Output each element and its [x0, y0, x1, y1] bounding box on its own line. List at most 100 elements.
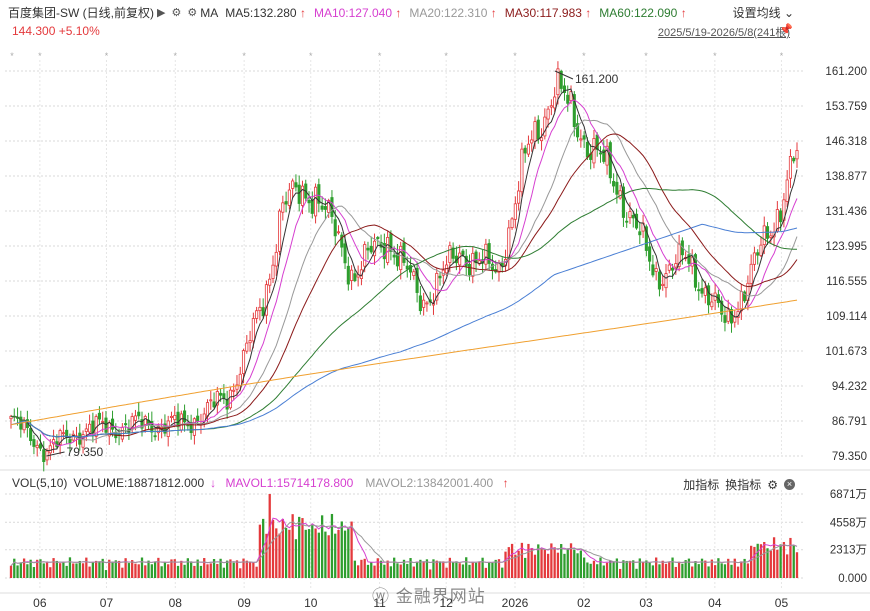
date-range[interactable]: 2025/5/19-2026/5/8(241根): [657, 27, 790, 39]
volume-bar: [379, 560, 383, 578]
ma-settings-button[interactable]: 设置均线 ⌄: [732, 6, 794, 20]
candle: [769, 235, 773, 238]
candle: [297, 184, 301, 204]
change-percent: +5.10%: [58, 24, 100, 38]
gear-icon[interactable]: ⚙: [171, 7, 182, 19]
pin-icon[interactable]: 📌: [779, 24, 793, 36]
volume-bar: [740, 561, 743, 578]
candle: [42, 449, 46, 463]
volume-bar: [789, 537, 792, 578]
volume-bar: [262, 518, 265, 578]
volume-bar: [704, 560, 707, 578]
gear-icon[interactable]: ⚙: [767, 477, 778, 492]
event-marker-icon: *: [242, 51, 246, 61]
candle: [205, 402, 210, 417]
volume-bar: [22, 558, 26, 578]
candle: [474, 251, 478, 264]
candle: [314, 186, 318, 217]
volume-bar: [592, 560, 596, 578]
candle: [156, 425, 160, 434]
price-tick-label: 116.555: [826, 276, 867, 288]
event-marker-icon: *: [105, 51, 109, 61]
ma10-value: MA10:127.040 ↑: [313, 5, 402, 20]
candle: [743, 291, 747, 302]
settings-icon[interactable]: ⚙: [187, 7, 198, 19]
add-indicator-button[interactable]: 加指标: [683, 478, 720, 492]
volume-bar: [366, 564, 370, 578]
candle: [258, 306, 262, 312]
switch-indicator-button[interactable]: 换指标: [725, 478, 762, 492]
volume-bar: [26, 564, 29, 578]
volume-bar: [501, 567, 504, 578]
candle: [602, 149, 606, 162]
volume-bar: [451, 562, 455, 578]
volume-bar: [353, 560, 357, 578]
volume-bar: [586, 562, 589, 578]
volume-bar: [596, 564, 599, 578]
volume-bar: [239, 568, 242, 578]
candle: [651, 264, 655, 276]
volume-bar: [360, 559, 363, 578]
candle: [739, 291, 743, 312]
volume-bar: [635, 568, 638, 578]
play-icon[interactable]: ▶: [157, 7, 166, 19]
volume-bar: [278, 533, 281, 578]
volume-bar: [176, 565, 180, 578]
volume-bar: [307, 529, 311, 578]
volume-bar: [222, 567, 226, 578]
candle: [405, 265, 409, 270]
candle: [687, 254, 691, 264]
candle: [412, 271, 416, 276]
volume-bar: [58, 563, 62, 578]
candle: [703, 287, 707, 296]
ma20-value: MA20:122.310 ↑: [409, 5, 497, 20]
volume-bar: [78, 560, 81, 578]
volume-bar: [504, 551, 507, 578]
volume-bar: [687, 558, 691, 578]
volume-bar: [478, 561, 481, 578]
volume-bar: [363, 558, 366, 578]
candle: [556, 68, 560, 96]
volume-bar: [786, 554, 789, 578]
candle: [762, 225, 766, 246]
candle: [435, 273, 439, 301]
candle: [487, 243, 491, 264]
stock-title: 百度集团-SW (日线,前复权): [8, 6, 154, 20]
close-icon[interactable]: ×: [784, 479, 795, 490]
volume-bar: [582, 557, 586, 578]
volume-bar: [193, 565, 196, 578]
volume-bar: [782, 542, 786, 578]
candle: [52, 439, 56, 445]
volume-bar: [252, 562, 255, 578]
volume-bar: [216, 563, 219, 578]
volume-bar: [111, 561, 114, 578]
candle: [559, 70, 563, 89]
volume-bar: [229, 559, 232, 578]
volume-bar: [720, 563, 723, 578]
volume-bar: [779, 544, 782, 578]
volume-bar: [317, 532, 320, 578]
volume-bar: [684, 560, 687, 578]
volume-bar: [717, 558, 720, 578]
volume-bar: [189, 561, 193, 578]
volume-bar: [514, 554, 517, 578]
volume-bar: [245, 560, 248, 578]
volume-bar: [638, 558, 641, 578]
arrow-up-icon: ↑: [490, 5, 497, 20]
candle: [241, 350, 246, 374]
candle: [81, 434, 85, 448]
candle: [248, 340, 252, 344]
candle: [795, 150, 799, 160]
event-marker-icon: *: [378, 51, 382, 61]
volume-bar: [52, 558, 55, 578]
volume-bar: [733, 558, 736, 578]
volume-bar: [681, 563, 684, 578]
volume-bar: [471, 561, 474, 578]
volume-bar: [121, 567, 124, 578]
x-tick-label: 02: [577, 596, 591, 610]
arrow-up-icon: ↑: [680, 5, 687, 20]
volume-bar: [81, 563, 85, 578]
candle: [625, 220, 629, 223]
volume-bar: [756, 543, 759, 578]
